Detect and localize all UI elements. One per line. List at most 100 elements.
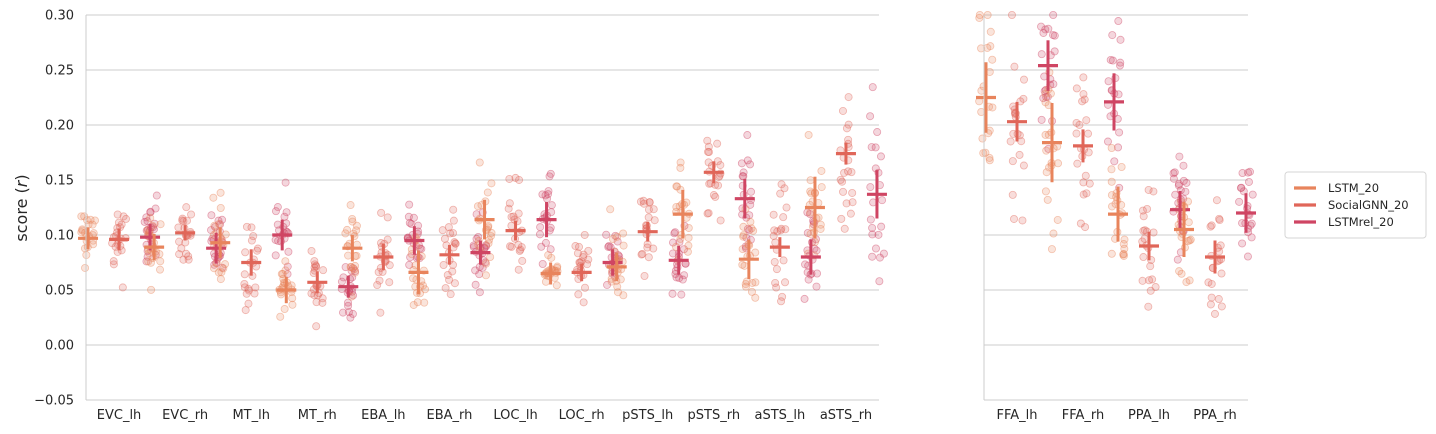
subject-point xyxy=(487,179,496,188)
subject-point xyxy=(684,241,693,250)
subject-point xyxy=(1171,190,1180,199)
subject-point xyxy=(1179,161,1188,170)
subject-point xyxy=(404,212,413,221)
subject-point xyxy=(547,208,556,217)
subject-point xyxy=(773,227,782,236)
subject-point xyxy=(271,207,280,216)
subject-point xyxy=(777,180,786,189)
subject-point xyxy=(748,278,757,287)
subject-point xyxy=(251,283,260,292)
subject-point xyxy=(214,216,223,225)
subject-point xyxy=(486,253,495,262)
subject-point xyxy=(504,204,513,213)
subject-point xyxy=(310,257,319,266)
x-tick-label: MT_lh xyxy=(232,408,270,423)
subject-point xyxy=(210,264,219,273)
subject-point xyxy=(178,214,187,223)
subject-point xyxy=(875,253,884,262)
subject-point xyxy=(777,297,786,306)
subject-point xyxy=(678,275,687,284)
subject-point xyxy=(705,148,714,157)
subject-point xyxy=(312,262,321,271)
x-tick-label: pSTS_rh xyxy=(688,408,741,423)
legend: LSTM_20 SocialGNN_20 LSTMrel_20 xyxy=(1284,171,1427,239)
subject-point xyxy=(155,250,164,259)
subject-point xyxy=(218,215,227,224)
subject-point xyxy=(812,246,821,255)
subject-point xyxy=(837,214,846,223)
subject-point xyxy=(485,235,494,244)
subject-point xyxy=(844,120,853,129)
subject-point xyxy=(1107,191,1116,200)
subject-point xyxy=(583,260,592,269)
subject-point xyxy=(672,182,681,191)
subject-point xyxy=(1108,56,1117,65)
subject-point xyxy=(1041,130,1050,139)
subject-point xyxy=(1174,179,1183,188)
subject-point xyxy=(1177,269,1186,278)
subject-point xyxy=(280,212,289,221)
subject-point xyxy=(780,184,789,193)
subject-point xyxy=(517,243,526,252)
subject-point xyxy=(639,199,648,208)
x-tick-label: EBA_lh xyxy=(361,408,405,423)
subject-point xyxy=(451,239,460,248)
subject-point xyxy=(613,237,622,246)
subject-point xyxy=(1235,197,1244,206)
subject-point xyxy=(673,182,682,191)
subject-point xyxy=(451,239,460,248)
subject-point xyxy=(740,261,749,270)
subject-point xyxy=(219,264,228,273)
subject-point xyxy=(1186,235,1195,244)
subject-point xyxy=(350,265,359,274)
subject-point xyxy=(1117,162,1126,171)
subject-point xyxy=(483,188,492,197)
subject-point xyxy=(507,221,516,230)
subject-point xyxy=(749,226,758,235)
subject-point xyxy=(836,175,845,184)
subject-point xyxy=(713,157,722,166)
subject-point xyxy=(352,226,361,235)
subject-point xyxy=(1008,157,1017,166)
subject-point xyxy=(877,222,886,231)
subject-point xyxy=(383,235,392,244)
subject-point xyxy=(746,217,755,226)
subject-point xyxy=(146,207,155,216)
x-tick-label: FFA_lh xyxy=(996,408,1037,423)
subject-point xyxy=(803,228,812,237)
subject-point xyxy=(1247,219,1256,228)
subject-point xyxy=(405,218,414,227)
subject-point xyxy=(714,181,723,190)
subject-point xyxy=(613,282,622,291)
subject-point xyxy=(376,308,385,317)
subject-point xyxy=(1107,165,1116,174)
subject-point xyxy=(109,260,118,269)
subject-point xyxy=(409,300,418,309)
subject-point xyxy=(312,322,321,331)
subject-point xyxy=(711,192,720,201)
subject-point xyxy=(983,10,992,19)
subject-point xyxy=(351,261,360,270)
subject-point xyxy=(842,199,851,208)
subject-point xyxy=(253,246,262,255)
subject-point xyxy=(144,257,153,266)
subject-point xyxy=(449,229,458,238)
subject-point xyxy=(867,143,876,152)
subject-point xyxy=(439,261,448,270)
subject-point xyxy=(675,238,684,247)
subject-point xyxy=(538,190,547,199)
subject-point xyxy=(143,217,152,226)
subject-point xyxy=(253,244,262,253)
x-tick-label: LOC_rh xyxy=(559,408,605,423)
subject-point xyxy=(377,208,386,217)
subject-point xyxy=(746,200,755,209)
subject-point xyxy=(247,223,256,232)
subject-point xyxy=(1181,187,1190,196)
subject-point xyxy=(406,253,415,262)
subject-point xyxy=(1119,250,1128,259)
subject-point xyxy=(776,189,785,198)
subject-point xyxy=(441,284,450,293)
subject-point xyxy=(348,309,357,318)
subject-point xyxy=(449,216,458,225)
